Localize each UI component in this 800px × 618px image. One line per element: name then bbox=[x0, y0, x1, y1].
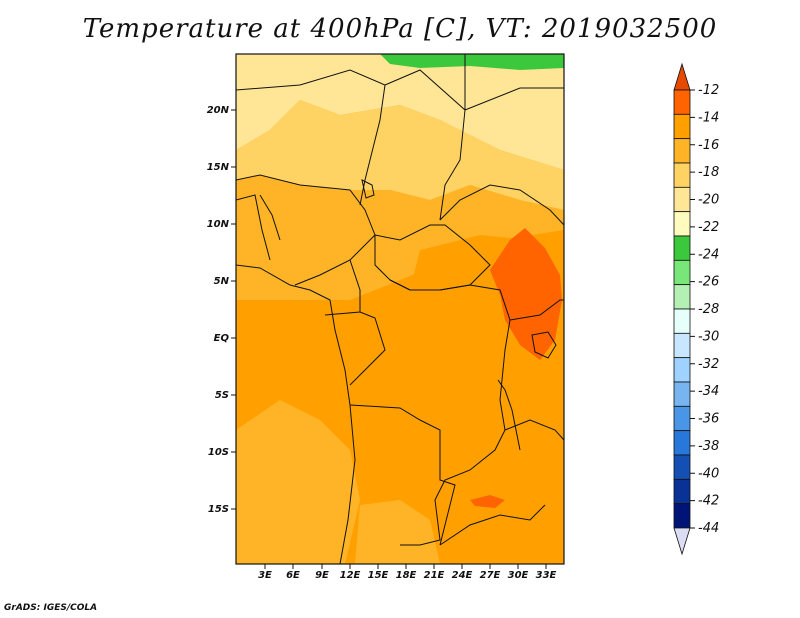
colorbar-box bbox=[673, 478, 691, 505]
colorbar-label: -18 bbox=[698, 165, 719, 180]
colorbar-box bbox=[673, 113, 691, 140]
colorbar-label: -24 bbox=[698, 247, 719, 262]
colorbar-top-arrow bbox=[673, 62, 691, 91]
colorbar-label: -30 bbox=[698, 329, 719, 344]
lon-label-15e: 15E bbox=[368, 570, 389, 581]
field-cool-north bbox=[236, 100, 564, 210]
colorbar-box bbox=[673, 186, 691, 213]
colorbar: -12 -14 -16 -18 -20 -22 -24 -26 -28 -30 -32 -34 -36 -… bbox=[673, 62, 719, 556]
field-warmest-patch bbox=[470, 495, 505, 508]
map-frame bbox=[235, 53, 565, 565]
lat-label-15s: 15S bbox=[208, 504, 229, 515]
border-zambia bbox=[439, 504, 546, 546]
colorbar-box bbox=[673, 405, 691, 432]
border-west-coast bbox=[236, 264, 356, 564]
colorbar-label: -36 bbox=[698, 412, 719, 427]
colorbar-label: -14 bbox=[698, 110, 719, 125]
border-cameroon bbox=[324, 259, 361, 316]
colorbar-label: -28 bbox=[698, 302, 719, 317]
colorbar-box bbox=[673, 503, 691, 529]
border-nigeria bbox=[236, 174, 376, 286]
colorbar-box bbox=[673, 284, 691, 310]
lat-label-5s: 5S bbox=[215, 390, 229, 401]
lat-label-10s: 10S bbox=[208, 447, 229, 458]
colorbar-label: -22 bbox=[698, 220, 719, 235]
lat-label-10n: 10N bbox=[207, 219, 230, 230]
latitude-axis: 20N 15N 10N 5N EQ 5S 10S 15S bbox=[207, 105, 236, 515]
border-libya-egypt bbox=[464, 54, 564, 111]
country-borders bbox=[236, 54, 564, 564]
lat-label-20n: 20N bbox=[207, 105, 230, 116]
colorbar-box bbox=[673, 162, 691, 188]
border-sudan-south bbox=[439, 184, 564, 226]
chart-title: Temperature at 400hPa [C], VT: 201903250… bbox=[82, 14, 718, 44]
lon-label-18e: 18E bbox=[396, 570, 417, 581]
lon-label-21e: 21E bbox=[424, 570, 445, 581]
border-lake-chad bbox=[361, 179, 375, 199]
border-chad-sudan bbox=[384, 69, 466, 221]
lat-label-eq: EQ bbox=[214, 333, 230, 344]
colorbar-box bbox=[673, 357, 691, 383]
colorbar-box bbox=[673, 235, 691, 261]
lon-label-30e: 30E bbox=[508, 570, 529, 581]
border-drc bbox=[389, 279, 511, 546]
colorbar-label: -20 bbox=[698, 193, 719, 208]
field-mid-southwest bbox=[236, 400, 360, 564]
colorbar-bottom-arrow bbox=[673, 527, 691, 556]
field-warmest-lakes bbox=[490, 228, 562, 360]
lon-label-33e: 33E bbox=[536, 570, 557, 581]
border-misc-west bbox=[236, 194, 281, 261]
colorbar-box bbox=[673, 381, 691, 407]
border-uganda-kenya bbox=[509, 299, 564, 321]
colorbar-label: -38 bbox=[698, 439, 719, 454]
lon-label-24e: 24E bbox=[452, 570, 473, 581]
colorbar-label: -26 bbox=[698, 275, 719, 290]
field-mid-south bbox=[355, 500, 440, 564]
colorbar-label: -32 bbox=[698, 357, 719, 372]
colorbar-label: -12 bbox=[698, 83, 719, 98]
border-congo bbox=[349, 311, 386, 386]
colorbar-label: -44 bbox=[698, 521, 719, 536]
colorbar-box bbox=[673, 454, 691, 480]
colorbar-box bbox=[673, 332, 691, 359]
temperature-field bbox=[236, 54, 564, 564]
lon-label-3e: 3E bbox=[258, 570, 272, 581]
border-tanzania bbox=[504, 419, 564, 441]
field-green-north bbox=[380, 54, 564, 70]
border-lake-tanganyika bbox=[497, 379, 521, 451]
lon-label-6e: 6E bbox=[286, 570, 300, 581]
lon-label-27e: 27E bbox=[480, 570, 501, 581]
longitude-axis: 3E 6E 9E 12E 15E 18E 21E 24E 27E 30E 33E bbox=[258, 564, 557, 581]
colorbar-box bbox=[673, 211, 691, 237]
colorbar-box bbox=[673, 138, 691, 164]
colorbar-box bbox=[673, 308, 691, 334]
colorbar-box bbox=[673, 89, 691, 115]
colorbar-box bbox=[673, 259, 691, 286]
border-angola bbox=[349, 404, 456, 546]
field-mid-central bbox=[236, 175, 564, 300]
lat-label-15n: 15N bbox=[207, 162, 230, 173]
grads-credit: GrADS: IGES/COLA bbox=[4, 603, 98, 613]
lon-label-9e: 9E bbox=[315, 570, 329, 581]
colorbar-label: -40 bbox=[698, 466, 719, 481]
colorbar-box bbox=[673, 430, 691, 456]
colorbar-label: -16 bbox=[698, 138, 719, 153]
lat-label-5n: 5N bbox=[214, 276, 230, 287]
colorbar-label: -34 bbox=[698, 384, 719, 399]
border-car bbox=[374, 224, 491, 291]
border-lake-victoria bbox=[531, 331, 557, 359]
lon-label-12e: 12E bbox=[340, 570, 361, 581]
colorbar-label: -42 bbox=[698, 494, 719, 509]
